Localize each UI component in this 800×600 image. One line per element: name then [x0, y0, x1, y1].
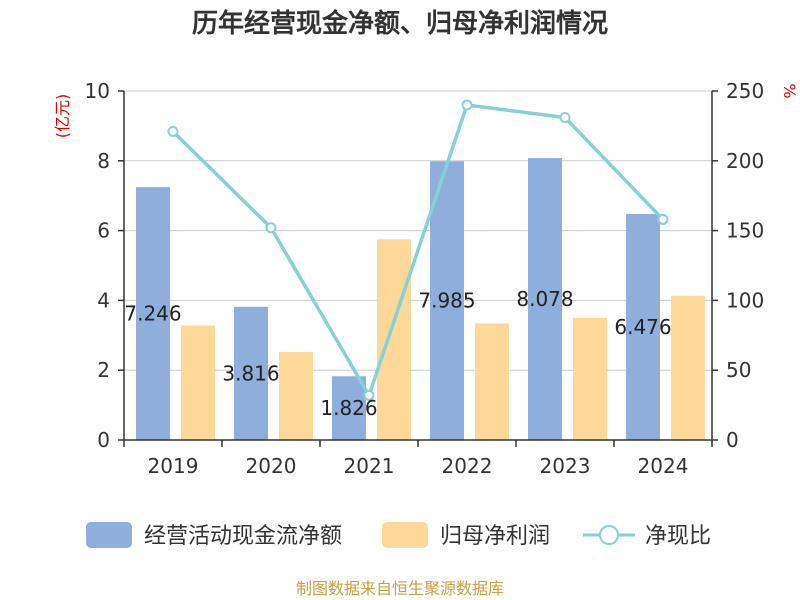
data-label-cash-flow-2023: 8.078: [516, 287, 573, 311]
data-label-cash-flow-2021: 1.826: [320, 396, 377, 420]
bar-cash-flow-2020: [234, 306, 268, 440]
data-label-cash-flow-2020: 3.816: [222, 361, 279, 385]
axes: [118, 90, 718, 447]
right-tick-label-2: 100: [726, 288, 764, 312]
bar-cash-flow-2023: [528, 158, 562, 440]
grid-lines: [124, 90, 712, 371]
right-axis-unit: %: [780, 83, 799, 98]
legend-item-net-profit[interactable]: 归母净利润: [382, 522, 550, 549]
x-tick-label-2023: 2023: [540, 454, 591, 478]
legend-marker-ratio: [599, 525, 619, 545]
data-labels: 7.246 3.816 1.826 7.985 8.078 6.476: [124, 287, 671, 420]
data-label-cash-flow-2019: 7.246: [124, 302, 181, 326]
right-tick-label-1: 50: [726, 358, 751, 382]
right-tick-label-0: 0: [726, 428, 739, 452]
data-label-cash-flow-2024: 6.476: [614, 315, 671, 339]
ratio-line: [167, 99, 669, 401]
ratio-point-2024: [657, 213, 669, 225]
bar-net-profit-2023: [573, 317, 607, 440]
legend-item-ratio[interactable]: 净现比: [583, 524, 711, 549]
left-tick-label-0: 0: [97, 428, 110, 452]
bar-cash-flow-2024: [626, 213, 660, 440]
legend-label-ratio: 净现比: [645, 524, 711, 549]
ratio-point-2022: [461, 99, 473, 111]
x-tick-label-2019: 2019: [148, 454, 199, 478]
right-tick-label-5: 250: [726, 79, 764, 103]
legend-item-cash-flow[interactable]: 经营活动现金流净额: [86, 522, 342, 549]
left-axis-unit: (亿元): [53, 94, 72, 139]
legend-swatch-net-profit: [382, 522, 428, 548]
bar-net-profit-2020: [279, 352, 313, 440]
x-tick-label-2022: 2022: [442, 454, 493, 478]
x-tick-label-2024: 2024: [638, 454, 689, 478]
x-tick-label-2021: 2021: [344, 454, 395, 478]
left-tick-label-4: 8: [97, 149, 110, 173]
bar-cash-flow-2019: [136, 187, 170, 440]
ratio-point-2020: [265, 222, 277, 234]
legend: 经营活动现金流净额 归母净利润 净现比: [86, 522, 711, 549]
ratio-line-path: [171, 103, 665, 398]
ratio-point-2021: [363, 389, 375, 401]
chart-title: 历年经营现金净额、归母净利润情况: [192, 8, 608, 39]
bar-cash-flow-2022: [430, 161, 464, 441]
legend-swatch-cash-flow: [86, 522, 132, 548]
bar-net-profit-2021: [377, 239, 411, 440]
right-tick-label-4: 200: [726, 149, 764, 173]
left-tick-label-5: 10: [85, 79, 110, 103]
x-tick-label-2020: 2020: [246, 454, 297, 478]
left-tick-label-3: 6: [97, 219, 110, 243]
bar-net-profit-2022: [475, 323, 509, 440]
source-note: 制图数据来自恒生聚源数据库: [296, 579, 504, 598]
bars: [136, 158, 705, 441]
bar-net-profit-2019: [181, 325, 215, 440]
legend-label-net-profit: 归母净利润: [440, 524, 550, 549]
left-tick-label-1: 2: [97, 358, 110, 382]
ratio-point-2023: [559, 112, 571, 124]
legend-label-cash-flow: 经营活动现金流净额: [144, 524, 342, 549]
ratio-point-2019: [167, 125, 179, 137]
bar-net-profit-2024: [671, 295, 705, 440]
data-label-cash-flow-2022: 7.985: [418, 289, 475, 313]
bar-cash-flow-2021: [332, 376, 366, 440]
right-tick-label-3: 150: [726, 219, 764, 243]
left-tick-label-2: 4: [97, 288, 110, 312]
